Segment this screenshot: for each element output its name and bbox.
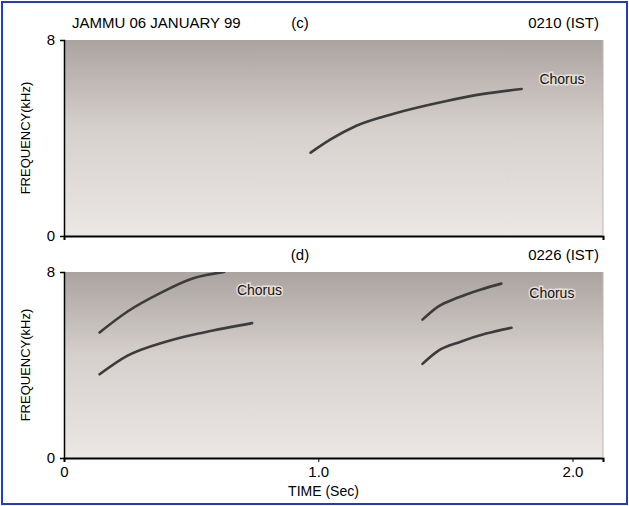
panel-label: (d) xyxy=(291,246,309,263)
x-axis-line xyxy=(65,237,604,241)
y-tick-mark xyxy=(60,40,64,41)
title: JAMMU 06 JANUARY 99 xyxy=(72,14,241,31)
plot-background xyxy=(64,272,603,458)
x-tick-label: 0 xyxy=(60,463,68,480)
annotation: Chorus xyxy=(539,71,584,87)
traces xyxy=(311,89,522,153)
y-axis-line xyxy=(60,273,65,459)
chorus-trace xyxy=(100,272,225,332)
y-tick-label: 8 xyxy=(47,31,55,48)
y-tick-label: 8 xyxy=(47,263,55,280)
x-tick-mark xyxy=(64,458,65,462)
x-tick-label: 1.0 xyxy=(308,463,329,480)
x-tick-mark xyxy=(318,458,319,462)
y-tick-mark xyxy=(60,236,64,237)
x-tick: 0 xyxy=(60,458,68,480)
y-tick: 8 xyxy=(47,31,64,48)
chorus-trace xyxy=(311,89,522,153)
annotation: Chorus xyxy=(237,282,282,298)
figure: 08FREQUENCY(kHz)JAMMU 06 JANUARY 99(c)02… xyxy=(0,0,629,506)
subtitle: 0226 (IST) xyxy=(528,246,599,263)
y-tick: 8 xyxy=(47,263,64,280)
y-tick-mark xyxy=(60,272,64,273)
y-tick: 0 xyxy=(47,227,64,244)
panel-label: (c) xyxy=(291,14,309,31)
y-tick-label: 0 xyxy=(47,449,55,466)
y-axis-line xyxy=(60,41,65,237)
y-tick-label: 0 xyxy=(47,227,55,244)
chorus-trace xyxy=(422,328,511,364)
plot-edge xyxy=(603,40,604,236)
y-axis: 08 xyxy=(47,263,65,466)
chorus-trace xyxy=(422,284,501,320)
x-tick-mark xyxy=(572,458,573,462)
x-axis: 0 1.0 2.0 xyxy=(60,458,603,480)
plot-background xyxy=(64,40,603,236)
y-axis-title: FREQUENCY(kHz) xyxy=(18,309,33,422)
x-axis-title: TIME (Sec) xyxy=(288,483,359,499)
x-tick: 2.0 xyxy=(563,458,584,480)
panel: 08FREQUENCY(kHz)JAMMU 06 JANUARY 99(c)02… xyxy=(18,14,604,244)
x-axis-line xyxy=(65,459,604,463)
x-tick-label: 2.0 xyxy=(563,463,584,480)
y-axis-title: FREQUENCY(kHz) xyxy=(18,82,33,195)
annotation: Chorus xyxy=(529,285,574,301)
x-axis xyxy=(65,237,604,241)
x-tick: 1.0 xyxy=(308,458,329,480)
frame xyxy=(2,2,627,504)
plot-edge xyxy=(603,272,604,458)
y-axis: 08 xyxy=(47,31,65,244)
traces xyxy=(100,272,512,374)
y-tick-mark xyxy=(60,458,64,459)
chorus-trace xyxy=(100,323,253,374)
subtitle: 0210 (IST) xyxy=(528,14,599,31)
panel: 0801.02.0FREQUENCY(kHz)TIME (Sec)(d)0226… xyxy=(18,246,604,499)
